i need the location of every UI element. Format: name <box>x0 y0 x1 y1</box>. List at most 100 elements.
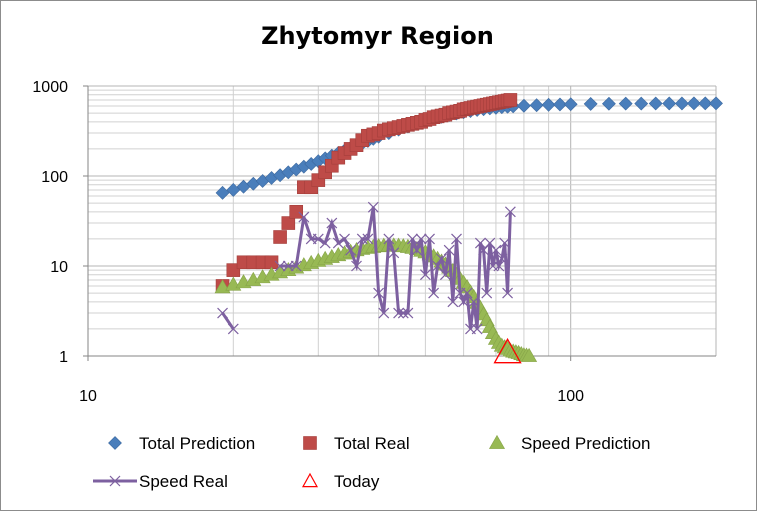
legend-label: Speed Real <box>139 472 228 491</box>
data-point <box>648 96 663 111</box>
x-mark-stroke <box>481 287 493 299</box>
series-speed-real <box>217 201 516 335</box>
x-mark-stroke <box>326 217 338 229</box>
x-mark-stroke <box>432 260 444 272</box>
data-point <box>447 296 459 308</box>
data-point <box>634 96 649 111</box>
data-point <box>326 217 338 229</box>
data-point <box>662 96 677 111</box>
data-point <box>481 287 493 299</box>
data-point <box>451 233 462 245</box>
x-mark-stroke <box>217 307 228 319</box>
data-point <box>402 307 414 319</box>
data-point <box>478 244 490 256</box>
series-line <box>221 312 235 330</box>
data-point <box>516 98 531 113</box>
x-mark-stroke <box>478 244 490 256</box>
x-mark-stroke <box>493 260 505 272</box>
data-point <box>503 93 518 107</box>
x-mark-stroke <box>378 307 390 319</box>
legend-label: Total Prediction <box>139 434 255 453</box>
x-mark-stroke <box>274 260 286 272</box>
x-mark-stroke <box>109 475 121 487</box>
data-point <box>490 244 502 256</box>
data-point <box>281 216 296 230</box>
data-point <box>698 96 713 111</box>
series-layer <box>214 93 723 364</box>
legend-marker <box>488 434 506 449</box>
data-point <box>424 233 435 245</box>
legend-item-today: Today <box>301 472 380 491</box>
data-point <box>227 323 239 335</box>
data-point <box>496 253 508 265</box>
x-mark-stroke <box>490 244 502 256</box>
data-point <box>351 260 362 272</box>
data-point <box>339 233 350 245</box>
data-point <box>484 237 496 249</box>
x-mark-stroke <box>504 206 516 218</box>
data-point <box>345 244 357 256</box>
x-mark-stroke <box>227 323 239 335</box>
data-point <box>397 307 409 319</box>
data-point <box>298 211 310 223</box>
x-mark-stroke <box>424 233 435 245</box>
legend-label: Today <box>334 472 380 491</box>
data-point <box>290 260 302 272</box>
x-tick-label: 10 <box>79 388 97 405</box>
x-mark-stroke <box>362 233 374 245</box>
y-tick-label: 10 <box>50 259 68 276</box>
x-mark-stroke <box>332 237 344 249</box>
legend-item-speed-prediction: Speed Prediction <box>488 434 650 453</box>
data-point <box>504 206 516 218</box>
x-mark-stroke <box>443 244 455 256</box>
x-mark-stroke <box>428 287 440 299</box>
data-point <box>461 287 473 299</box>
legend-item-speed-real: Speed Real <box>93 472 228 491</box>
data-point <box>502 287 513 299</box>
data-point <box>521 347 538 362</box>
x-mark-stroke <box>436 253 447 265</box>
x-mark-stroke <box>502 287 513 299</box>
data-point <box>226 183 241 197</box>
data-point <box>373 287 385 299</box>
x-mark-stroke <box>468 296 480 308</box>
x-mark-stroke <box>298 211 310 223</box>
data-point <box>428 287 440 299</box>
data-point <box>563 97 578 112</box>
x-mark-stroke <box>402 307 414 319</box>
x-mark-stroke <box>447 296 459 308</box>
x-tick-label: 100 <box>557 388 584 405</box>
x-mark-stroke <box>496 253 508 265</box>
data-point <box>541 97 556 112</box>
axis-layer: 1 10 100 1000 10 100 <box>32 79 716 405</box>
x-mark-stroke <box>451 233 462 245</box>
x-mark-stroke <box>319 237 331 249</box>
data-point <box>356 233 368 245</box>
data-point <box>383 233 395 245</box>
chart-title: Zhytomyr Region <box>261 22 494 50</box>
x-mark-stroke <box>411 244 423 256</box>
x-mark-stroke <box>484 237 496 249</box>
legend-label: Total Real <box>334 434 410 453</box>
data-point <box>378 307 390 319</box>
data-point <box>686 96 701 111</box>
data-point <box>217 307 228 319</box>
data-point <box>618 96 633 111</box>
x-mark-stroke <box>458 296 470 308</box>
data-point <box>215 185 230 200</box>
x-mark-stroke <box>461 287 473 299</box>
x-mark-stroke <box>397 307 409 319</box>
series-today <box>493 337 522 364</box>
x-mark-stroke <box>439 269 451 281</box>
x-mark-stroke <box>290 260 302 272</box>
data-point <box>499 237 511 249</box>
x-mark-stroke <box>388 247 400 259</box>
x-mark-stroke <box>383 233 395 245</box>
data-point <box>583 97 598 111</box>
legend-item-total-prediction: Total Prediction <box>108 434 255 453</box>
data-point <box>471 323 483 335</box>
data-point <box>319 237 331 249</box>
legend-marker <box>108 436 122 450</box>
legend-marker <box>109 475 121 487</box>
x-mark-stroke <box>393 307 405 319</box>
